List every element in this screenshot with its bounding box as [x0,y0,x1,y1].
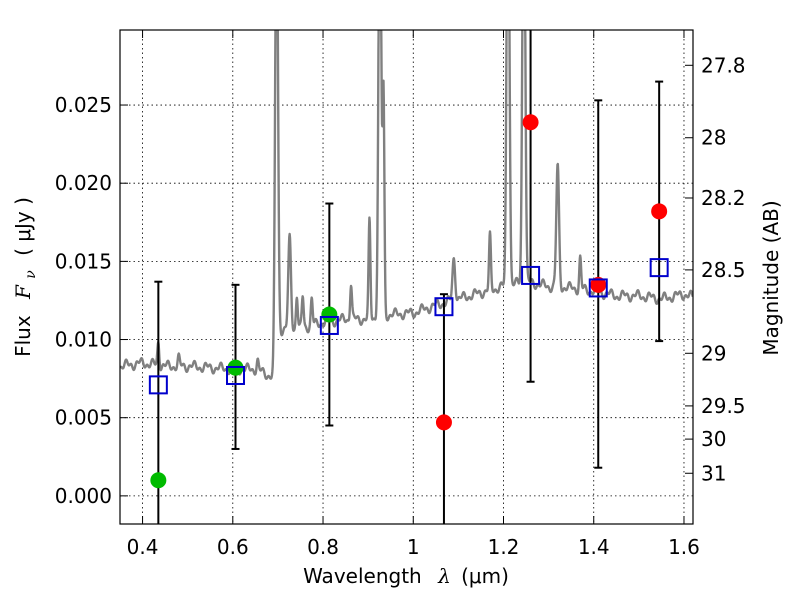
y-tick-label-4: 0.020 [55,171,112,195]
right-tick-label-3: 28.5 [701,258,746,282]
right-tick-label-0: 27.8 [701,53,746,77]
y-tick-label-5: 0.025 [55,93,112,117]
markers [148,114,669,489]
y-axis-ticks: 0.000 0.005 0.010 0.015 0.020 0.025 [55,93,128,508]
y-axis-unit: ( μJy ) [11,197,35,256]
y-tick-label-0: 0.000 [55,484,112,508]
x-axis-title-text: Wavelength [303,564,422,588]
model-point-4 [521,265,541,285]
detected-point-2 [321,306,338,323]
right-axis-title: Magnitude (AB) [759,200,783,355]
x-tick-label-3: 1 [407,535,420,559]
x-axis-unit: (μm) [461,564,509,588]
x-tick-label-0: 0.4 [127,535,159,559]
right-axis-ticks: 27.8 28 28.2 28.5 29 29.5 30 31 [685,53,746,485]
model-point-1 [226,365,246,385]
x-tick-label-4: 1.2 [488,535,520,559]
right-tick-label-5: 29.5 [701,394,746,418]
red-point-2 [590,276,607,293]
red-point-3 [651,203,668,220]
model-point-6 [649,258,669,278]
x-tick-label-5: 1.4 [578,535,610,559]
right-tick-label-2: 28.2 [701,186,746,210]
detected-point-0 [150,472,167,489]
y-axis-title: Flux F ν ( μJy ) [11,197,40,357]
x-tick-label-2: 0.8 [307,535,339,559]
x-tick-label-1: 0.6 [217,535,249,559]
x-axis-title: Wavelength λ (μm) [303,564,509,588]
model-point-3 [434,297,454,317]
x-tick-label-6: 1.6 [668,535,700,559]
y-tick-label-1: 0.005 [55,406,112,430]
model-point-5 [588,278,608,298]
y-tick-label-2: 0.010 [55,328,112,352]
model-point-2 [319,315,339,335]
model-point-0 [148,375,168,395]
x-axis-symbol: λ [437,564,451,588]
y-axis-symbol: F [11,284,35,300]
right-tick-label-6: 30 [701,427,726,451]
right-tick-label-4: 29 [701,341,726,365]
plot-frame [119,29,694,525]
y-axis-subscript: ν [23,270,39,279]
right-tick-label-7: 31 [701,461,726,485]
right-tick-label-1: 28 [701,126,726,150]
y-tick-label-3: 0.015 [55,249,112,273]
x-axis-ticks: 0.4 0.6 0.8 1 1.2 1.4 1.6 [127,30,700,559]
red-point-0 [435,414,452,431]
red-point-1 [522,114,539,131]
y-axis-title-text: Flux [11,315,35,357]
